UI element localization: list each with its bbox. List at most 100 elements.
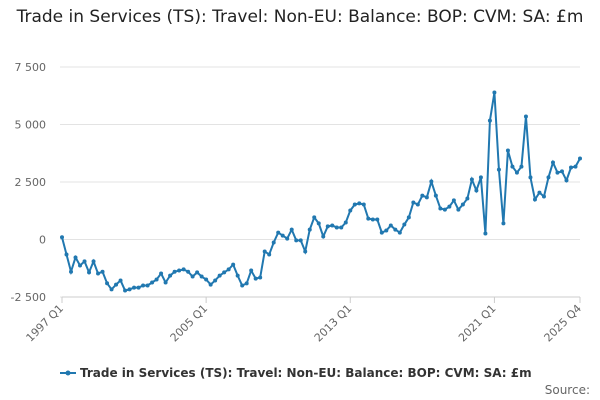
x-tick-label: 2021 Q1 — [456, 302, 499, 345]
point — [172, 269, 177, 274]
point — [262, 249, 267, 254]
point — [379, 230, 384, 235]
point — [370, 217, 375, 222]
point — [208, 282, 213, 287]
chart-title: Trade in Services (TS): Travel: Non-EU: … — [16, 7, 584, 27]
point — [253, 276, 258, 281]
point — [100, 269, 105, 274]
point — [145, 283, 150, 288]
point — [406, 215, 411, 220]
point — [537, 190, 542, 195]
point — [352, 202, 357, 207]
y-tick-label: -2 500 — [11, 291, 46, 304]
point — [267, 252, 272, 257]
point — [294, 238, 299, 243]
point — [222, 270, 227, 275]
point — [258, 275, 263, 280]
point — [298, 238, 303, 243]
point — [303, 249, 308, 254]
point — [343, 220, 348, 225]
point — [78, 263, 83, 268]
point — [532, 197, 537, 202]
point — [91, 259, 96, 264]
point — [321, 234, 326, 239]
line — [61, 92, 581, 292]
point — [568, 165, 573, 170]
point — [366, 216, 371, 221]
point — [69, 269, 74, 274]
y-tick-label: 5 000 — [15, 119, 47, 132]
point — [150, 280, 155, 285]
point — [96, 271, 101, 276]
point — [541, 194, 546, 199]
y-tick-label: 0 — [39, 234, 46, 247]
source: Source: — [545, 383, 590, 397]
point — [478, 175, 483, 180]
x-tick-label: 2013 Q1 — [312, 302, 355, 345]
point — [271, 240, 276, 245]
point — [555, 170, 560, 175]
point — [384, 228, 389, 233]
point — [82, 259, 87, 264]
point — [249, 268, 254, 273]
point — [235, 273, 240, 278]
point — [285, 236, 290, 241]
point — [190, 274, 195, 279]
legend-label: Trade in Services (TS): Travel: Non-EU: … — [80, 366, 532, 380]
point — [118, 278, 123, 283]
point — [501, 221, 506, 226]
point — [451, 198, 456, 203]
point — [276, 230, 281, 235]
x-tick-label: 1997 Q1 — [24, 302, 67, 345]
point — [393, 227, 398, 232]
y-tick-label: 2 500 — [15, 176, 47, 189]
point — [339, 225, 344, 230]
point — [402, 222, 407, 227]
point — [154, 277, 159, 282]
point — [316, 221, 321, 226]
point — [330, 223, 335, 228]
point — [109, 287, 114, 292]
point — [127, 287, 132, 292]
point — [312, 215, 317, 220]
point — [73, 255, 78, 260]
point — [496, 167, 501, 172]
point — [447, 204, 452, 209]
point — [420, 193, 425, 198]
point — [60, 235, 64, 240]
point — [231, 262, 236, 267]
point — [487, 118, 492, 123]
point — [573, 164, 578, 169]
x-tick-label: 2025 Q4 — [542, 302, 585, 345]
point — [357, 201, 362, 206]
x-tick-label: 2005 Q1 — [168, 302, 211, 345]
point — [199, 274, 204, 279]
point — [204, 277, 209, 282]
point — [289, 227, 294, 232]
point — [528, 175, 533, 180]
point — [514, 170, 519, 175]
point — [195, 270, 200, 275]
point — [240, 283, 245, 288]
point — [397, 230, 402, 235]
point — [64, 252, 69, 257]
point — [505, 148, 510, 153]
point — [136, 285, 141, 290]
point — [510, 164, 515, 169]
point — [456, 207, 461, 212]
point — [433, 193, 438, 198]
point — [217, 273, 222, 278]
point — [519, 164, 524, 169]
y-tick-label: 7 500 — [15, 61, 47, 74]
point — [492, 90, 497, 95]
point — [186, 269, 191, 274]
point — [550, 160, 555, 165]
point — [429, 179, 434, 184]
point — [132, 285, 137, 290]
point — [177, 268, 182, 273]
point — [226, 267, 231, 272]
point — [168, 273, 173, 278]
point — [546, 175, 551, 180]
